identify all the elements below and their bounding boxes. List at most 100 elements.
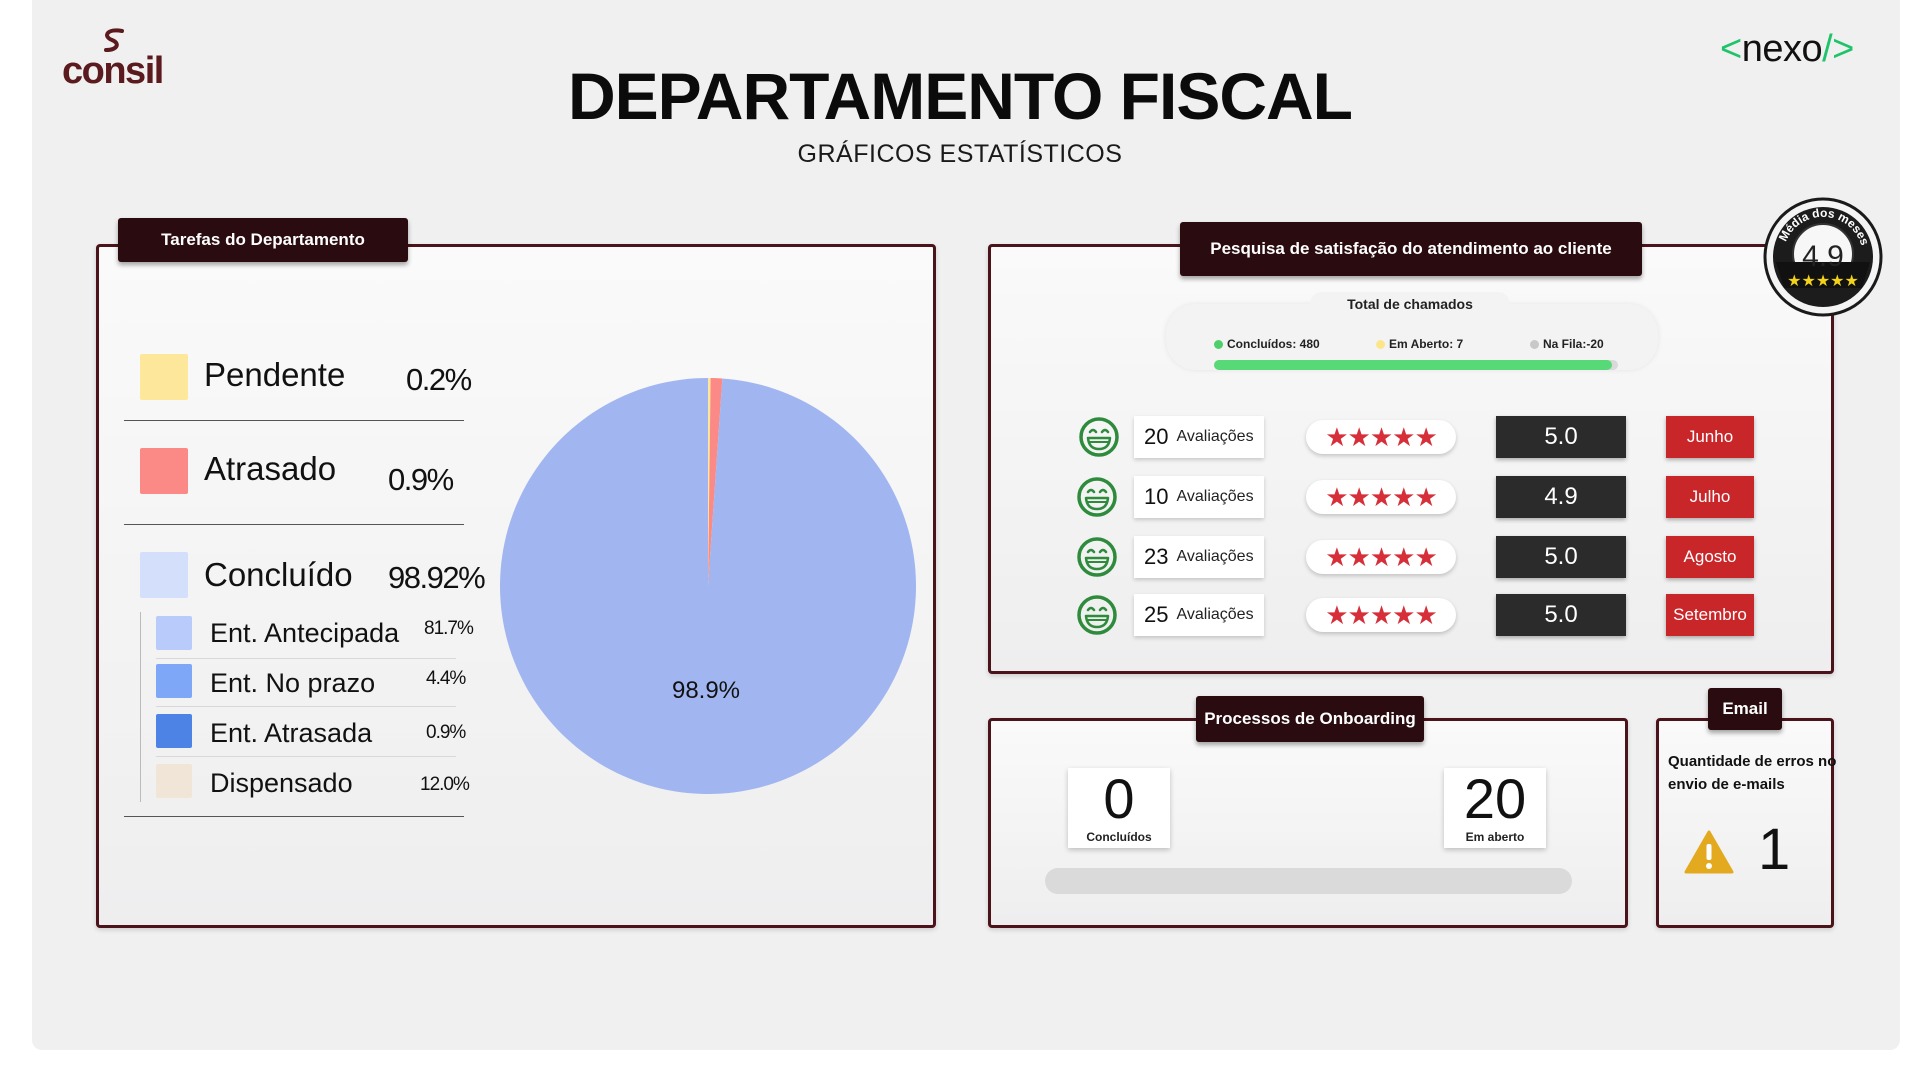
green-dot-icon <box>1214 339 1223 349</box>
onboarding-done-counter: 0 Concluídos <box>1068 768 1170 848</box>
medal-badge-icon: Média dos meses 4.9 ★★★★★ <box>1763 197 1883 317</box>
pie-slice-concluído <box>500 378 916 794</box>
badge-stars-icon: ★★★★★ <box>1787 271 1859 290</box>
month-label: Julho <box>1666 476 1754 518</box>
page-subtitle: GRÁFICOS ESTATÍSTICOS <box>797 140 1123 168</box>
calls-em-aberto-text: Em Aberto: 7 <box>1389 337 1464 351</box>
legend-value-ent-antecipada: 81.7% <box>424 618 474 639</box>
legend-label-ent-antecipada: Ent. Antecipada <box>210 618 400 648</box>
onboarding-open-value: 20 <box>1463 767 1527 830</box>
warning-icon <box>1684 830 1734 874</box>
ratings-count-box: 23 Avaliações <box>1134 536 1264 578</box>
sublegend-divider <box>156 706 456 707</box>
ratings-label: Avaliações <box>1176 488 1254 505</box>
month-label: Agosto <box>1666 536 1754 578</box>
nexo-logo-close: /> <box>1822 28 1854 70</box>
smiley-face-icon <box>1077 595 1117 635</box>
ratings-label: Avaliações <box>1176 428 1254 445</box>
legend-label-pendente: Pendente <box>204 356 346 393</box>
tasks-pie-chart: 98.9% <box>500 378 916 794</box>
ratings-count-box: 10 Avaliações <box>1134 476 1264 518</box>
legend-label-ent-no-prazo: Ent. No prazo <box>210 668 376 698</box>
legend-swatch-concluido <box>140 552 188 598</box>
calls-concluidos: Concluídos: 480 <box>1214 337 1320 351</box>
score-box: 5.0 <box>1496 536 1626 578</box>
legend-label-concluido: Concluído <box>204 556 353 593</box>
calls-progress-bar <box>1214 360 1618 370</box>
onboarding-progress-bar <box>1045 868 1572 894</box>
month-label: Junho <box>1666 416 1754 458</box>
tasks-tab: Tarefas do Departamento <box>118 218 408 262</box>
smiley-face-icon <box>1077 537 1117 577</box>
email-panel <box>1656 718 1834 928</box>
legend-divider <box>124 524 464 525</box>
legend-swatch-atrasado <box>140 448 188 494</box>
onboarding-done-label: Concluídos <box>1086 830 1152 844</box>
ratings-count: 25 <box>1144 602 1169 627</box>
sublegend-divider <box>156 756 456 757</box>
gray-dot-icon <box>1530 339 1539 349</box>
ratings-count-box: 25 Avaliações <box>1134 594 1264 636</box>
star-rating-icon: ★★★★★ <box>1306 420 1456 454</box>
star-rating-icon: ★★★★★ <box>1306 480 1456 514</box>
legend-swatch-ent-atrasada <box>156 714 192 748</box>
email-tab: Email <box>1708 688 1782 730</box>
badge-value: 4.9 <box>1802 240 1844 273</box>
ratings-count: 23 <box>1144 544 1169 569</box>
legend-divider <box>124 420 464 421</box>
score-box: 4.9 <box>1496 476 1626 518</box>
legend-swatch-ent-no-prazo <box>156 664 192 698</box>
nexo-logo-text: nexo <box>1741 28 1823 70</box>
ratings-count: 10 <box>1144 484 1169 509</box>
email-error-count: 1 <box>1758 817 1791 882</box>
legend-value-atrasado: 0.9% <box>388 462 454 497</box>
pie-data-label: 98.9% <box>672 677 740 704</box>
score-box: 5.0 <box>1496 416 1626 458</box>
month-label: Setembro <box>1666 594 1754 636</box>
ratings-count: 20 <box>1144 424 1169 449</box>
onboarding-done-value: 0 <box>1103 767 1135 830</box>
legend-label-dispensado: Dispensado <box>210 768 353 798</box>
calls-concluidos-text: Concluídos: 480 <box>1227 337 1320 351</box>
pie-slice-atrasado <box>708 378 723 586</box>
legend-swatch-pendente <box>140 354 188 400</box>
pie-slice-pendente <box>708 378 711 586</box>
onboarding-open-label: Em aberto <box>1465 830 1525 844</box>
legend-swatch-dispensado <box>156 764 192 798</box>
ratings-label: Avaliações <box>1176 548 1254 565</box>
calls-progress-fill <box>1214 360 1612 370</box>
satisfaction-tab: Pesquisa de satisfação do atendimento ao… <box>1180 222 1642 276</box>
legend-value-ent-no-prazo: 4.4% <box>426 668 466 689</box>
legend-label-ent-atrasada: Ent. Atrasada <box>210 718 373 748</box>
ratings-label: Avaliações <box>1176 606 1254 623</box>
onboarding-open-counter: 20 Em aberto <box>1444 768 1546 848</box>
legend-swatch-ent-antecipada <box>156 616 192 650</box>
legend-value-dispensado: 12.0% <box>420 774 470 795</box>
score-box: 5.0 <box>1496 594 1626 636</box>
smiley-face-icon <box>1077 477 1117 517</box>
total-calls-title: Total de chamados <box>1310 292 1510 316</box>
sublegend-divider <box>156 658 456 659</box>
legend-value-pendente: 0.2% <box>406 362 472 397</box>
calls-na-fila-text: Na Fila:-20 <box>1543 337 1604 351</box>
smiley-face-icon <box>1079 417 1119 457</box>
consil-logo-text: consil <box>62 50 164 92</box>
star-rating-icon: ★★★★★ <box>1306 540 1456 574</box>
legend-value-concluido: 98.92% <box>388 560 486 595</box>
consil-logo: consil <box>62 28 172 92</box>
legend-divider <box>124 816 464 817</box>
onboarding-tab: Processos de Onboarding <box>1196 696 1424 742</box>
star-rating-icon: ★★★★★ <box>1306 598 1456 632</box>
legend-label-atrasado: Atrasado <box>204 450 337 487</box>
nexo-logo: <nexo/> <box>1720 28 1854 71</box>
nexo-logo-open: < <box>1720 28 1742 70</box>
ratings-count-box: 20 Avaliações <box>1134 416 1264 458</box>
calls-em-aberto: Em Aberto: 7 <box>1376 337 1463 351</box>
page-title: DEPARTAMENTO FISCAL <box>568 59 1353 133</box>
sublegend-guide <box>140 612 141 802</box>
email-description: Quantidade de erros no envio de e-mails <box>1668 753 1837 793</box>
yellow-dot-icon <box>1376 339 1385 349</box>
legend-value-ent-atrasada: 0.9% <box>426 722 466 743</box>
consil-logo-glyph <box>104 28 124 52</box>
calls-na-fila: Na Fila:-20 <box>1530 337 1604 351</box>
